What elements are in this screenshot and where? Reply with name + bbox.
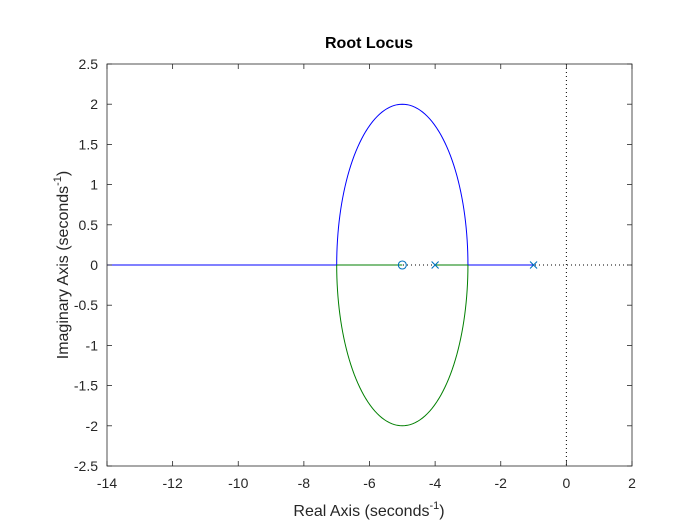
x-axis-label-close: ) — [439, 503, 444, 520]
y-axis-label-close: ) — [55, 171, 72, 176]
y-tick-label: -1.5 — [74, 378, 98, 394]
y-tick-label: 1.5 — [79, 136, 99, 152]
y-axis-label-main: Imaginary Axis (seconds — [55, 186, 72, 359]
x-axis-label-sup: -1 — [429, 500, 439, 512]
y-tick-label: -1 — [86, 337, 99, 353]
pole-zero-markers — [397, 260, 538, 270]
axis-ticks: -14 -12 -10 -8 -6 -4 -2 0 2 2.5 2 1.5 1 0.5 0 -0.5 -1 -1.… — [74, 56, 636, 491]
y-axis-label-sup: -1 — [52, 176, 64, 186]
y-tick-label: 0 — [90, 257, 98, 273]
y-tick-label: -2 — [86, 418, 99, 434]
x-tick-label: -12 — [163, 475, 183, 491]
locus-branch-1-segment-upper-arc — [336, 103, 469, 266]
y-tick-label: 2.5 — [79, 56, 99, 72]
y-tick-label: 1 — [90, 177, 98, 193]
x-tick-label: -6 — [363, 475, 376, 491]
x-tick-label: -14 — [97, 475, 117, 491]
chart-title: Root Locus — [325, 35, 413, 52]
locus-branch-2-segment-lower-arc — [336, 264, 469, 427]
zero-marker — [397, 260, 407, 270]
pole-marker-stroke — [431, 261, 440, 269]
x-tick-label: 0 — [562, 475, 570, 491]
x-tick-label: -4 — [429, 475, 442, 491]
y-tick-label: 0.5 — [79, 217, 99, 233]
x-tick-label: -8 — [298, 475, 311, 491]
y-tick-label: -0.5 — [74, 297, 98, 313]
x-tick-label: -2 — [495, 475, 508, 491]
reference-lines — [107, 64, 632, 466]
pole-marker — [431, 261, 440, 269]
x-axis-label: Real Axis (seconds-1) — [293, 500, 444, 520]
y-tick-label: -2.5 — [74, 458, 98, 474]
x-tick-label: -10 — [228, 475, 248, 491]
y-axis-label: Imaginary Axis (seconds-1) — [52, 171, 72, 360]
x-axis-label-main: Real Axis (seconds — [293, 503, 429, 520]
locus-branches — [107, 103, 534, 427]
pole-marker — [529, 261, 538, 269]
y-tick-label: 2 — [90, 96, 98, 112]
pole-marker-stroke — [529, 261, 538, 269]
x-tick-label: 2 — [628, 475, 636, 491]
